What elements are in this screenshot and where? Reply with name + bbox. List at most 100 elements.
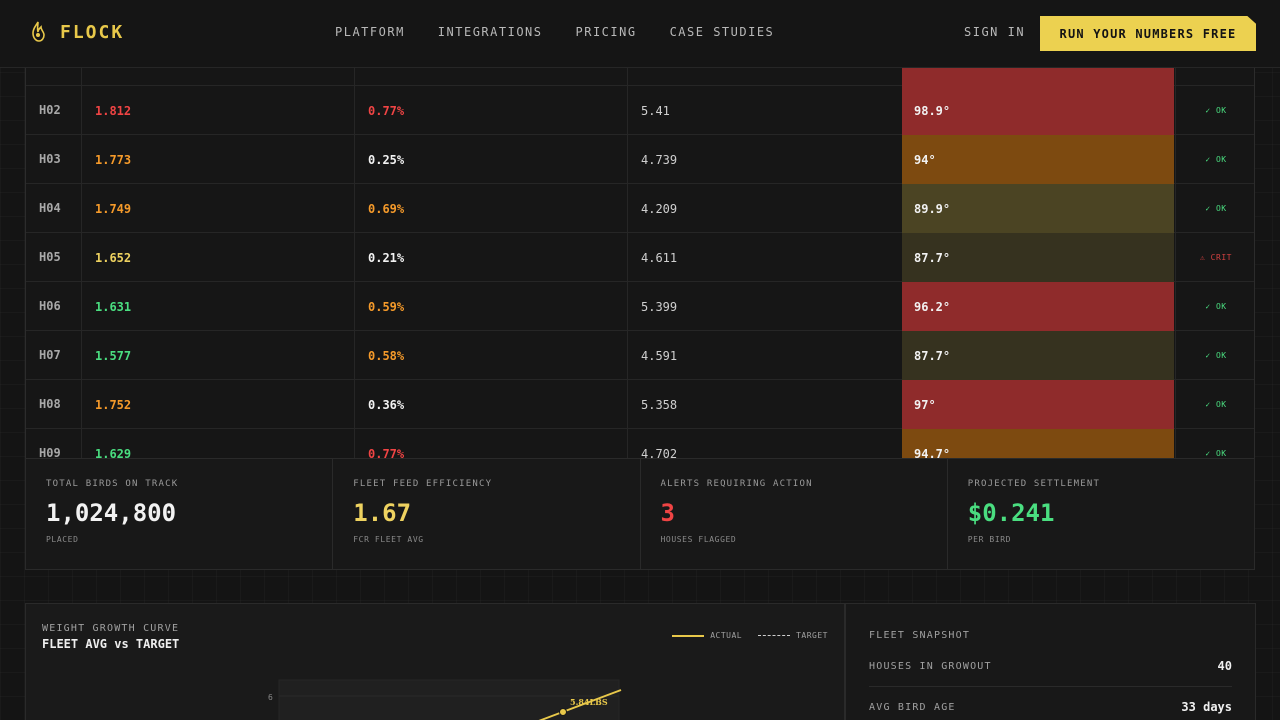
table-row[interactable]: H06 1.631 0.59% 5.399 96.2° ✓ OK <box>26 282 1254 331</box>
stat-value: $0.241 <box>967 499 1055 527</box>
legend-label-target: TARGET <box>796 631 828 640</box>
house-id: H09 <box>26 429 82 458</box>
stat-label: PROJECTED SETTLEMENT <box>967 479 1101 489</box>
weight-value: 4.591 <box>641 348 678 363</box>
status-badge: ✓ OK <box>1175 429 1254 458</box>
weight-value: 4.611 <box>641 250 678 265</box>
stat-sub: PLACED <box>46 535 79 544</box>
status-badge: ⚠ CRIT <box>1175 233 1254 282</box>
stat-sub: HOUSES FLAGGED <box>660 535 737 544</box>
stat-sub: FCR FLEET AVG <box>353 535 424 544</box>
stat-settlement: PROJECTED SETTLEMENT $0.241 PER BIRD <box>948 459 1254 569</box>
legend-target: TARGET <box>758 631 828 640</box>
snapshot-row-age: AVG BIRD AGE 33 days <box>869 687 1232 720</box>
legend-label-actual: ACTUAL <box>710 631 743 640</box>
chart-title: FLEET AVG vs TARGET <box>42 637 180 651</box>
table-row[interactable]: H04 1.749 0.69% 4.209 89.9° ✓ OK <box>26 184 1254 233</box>
fcr-value: 1.752 <box>82 380 355 429</box>
temp-cell: 94.7° <box>902 429 1174 458</box>
table-row[interactable]: H09 1.629 0.77% 4.702 94.7° ✓ OK <box>26 429 1254 459</box>
status-badge: ✓ OK <box>1175 331 1254 380</box>
legend-actual: ACTUAL <box>672 631 742 640</box>
mortality-value: 0.21% <box>355 233 628 282</box>
nav-link-pricing[interactable]: PRICING <box>575 25 637 39</box>
status-badge: ✓ OK <box>1175 380 1254 429</box>
status-badge: ✓ OK <box>1175 184 1254 233</box>
weight-value: 5.399 <box>641 299 678 314</box>
nav-link-case-studies[interactable]: CASE STUDIES <box>669 25 775 39</box>
fcr-value: 1.812 <box>82 86 355 135</box>
table-row[interactable]: H07 1.577 0.58% 4.591 87.7° ✓ OK <box>26 331 1254 380</box>
y-tick-label: 6 <box>268 693 273 702</box>
snapshot-label: AVG BIRD AGE <box>869 701 956 713</box>
kpi-strip: TOTAL BIRDS ON TRACK 1,024,800 PLACED FL… <box>25 458 1255 570</box>
mortality-value: 0.77% <box>355 429 628 458</box>
snapshot-value: 40 <box>1217 659 1232 673</box>
temp-cell: 87.7° <box>902 233 1174 282</box>
stat-label: ALERTS REQUIRING ACTION <box>660 479 813 489</box>
table-row-partial <box>26 68 1254 86</box>
stat-sub: PER BIRD <box>967 535 1012 544</box>
stat-label: TOTAL BIRDS ON TRACK <box>46 479 179 489</box>
stat-value: 1,024,800 <box>46 499 177 527</box>
legend-swatch-target <box>758 635 791 636</box>
table-row[interactable]: H03 1.773 0.25% 4.739 94° ✓ OK <box>26 135 1254 184</box>
table-row[interactable]: H08 1.752 0.36% 5.358 97° ✓ OK <box>26 380 1254 429</box>
flame-chick-icon <box>32 21 45 42</box>
fcr-value: 1.577 <box>82 331 355 380</box>
temp-cell: 94° <box>902 135 1174 184</box>
temp-cell: 97° <box>902 380 1174 429</box>
stat-alerts: ALERTS REQUIRING ACTION 3 HOUSES FLAGGED <box>641 459 948 569</box>
sign-in-link[interactable]: SIGN IN <box>964 25 1026 39</box>
table-row[interactable]: H05 1.652 0.21% 4.611 87.7° ⚠ CRIT <box>26 233 1254 282</box>
nav-links: PLATFORM INTEGRATIONS PRICING CASE STUDI… <box>335 25 774 39</box>
nav-link-platform[interactable]: PLATFORM <box>335 25 405 39</box>
top-nav: FLOCK PLATFORM INTEGRATIONS PRICING CASE… <box>0 0 1280 68</box>
temp-cell: 96.2° <box>902 282 1174 331</box>
status-badge: ✓ OK <box>1175 282 1254 331</box>
weight-value: 4.739 <box>641 152 678 167</box>
temp-cell <box>902 68 1174 86</box>
brand-logo[interactable]: FLOCK <box>28 20 124 44</box>
mortality-value: 0.77% <box>355 86 628 135</box>
house-id: H08 <box>26 380 82 429</box>
status-badge: ✓ OK <box>1175 135 1254 184</box>
stat-label: FLEET FEED EFFICIENCY <box>353 479 493 489</box>
legend-swatch-actual <box>672 634 705 637</box>
nav-link-integrations[interactable]: INTEGRATIONS <box>437 25 543 39</box>
status-badge: ✓ OK <box>1175 86 1254 135</box>
mortality-value: 0.58% <box>355 331 628 380</box>
weight-value: 4.702 <box>641 446 678 459</box>
temp-cell: 98.9° <box>902 86 1174 135</box>
house-id: H02 <box>26 86 82 135</box>
house-id: H07 <box>26 331 82 380</box>
house-table: H02 1.812 0.77% 5.41 98.9° ✓ OK H03 1.773 0.25% 4… <box>25 68 1255 458</box>
weight-chart-panel: 6 5.84LBS WEIGHT GROWTH CURVE FLEET AVG … <box>25 603 845 720</box>
brand-name: FLOCK <box>60 21 125 43</box>
weight-value: 5.41 <box>641 103 670 118</box>
snapshot-label: HOUSES IN GROWOUT <box>869 660 992 672</box>
table-row[interactable]: H02 1.812 0.77% 5.41 98.9° ✓ OK <box>26 86 1254 135</box>
mortality-value: 0.59% <box>355 282 628 331</box>
weight-value: 5.358 <box>641 397 678 412</box>
house-id: H03 <box>26 135 82 184</box>
stat-feed-efficiency: FLEET FEED EFFICIENCY 1.67 FCR FLEET AVG <box>333 459 641 569</box>
run-numbers-button[interactable]: RUN YOUR NUMBERS FREE <box>1040 16 1256 51</box>
temp-cell: 87.7° <box>902 331 1174 380</box>
mortality-value: 0.69% <box>355 184 628 233</box>
fleet-snapshot-panel: FLEET SNAPSHOT HOUSES IN GROWOUT 40 AVG … <box>845 603 1256 720</box>
house-id: H05 <box>26 233 82 282</box>
snapshot-value: 33 days <box>1181 700 1232 714</box>
house-id: H06 <box>26 282 82 331</box>
snapshot-row-houses: HOUSES IN GROWOUT 40 <box>869 646 1232 687</box>
fcr-value: 1.652 <box>82 233 355 282</box>
fcr-value: 1.631 <box>82 282 355 331</box>
point-label: 5.84LBS <box>570 697 608 707</box>
mortality-value: 0.36% <box>355 380 628 429</box>
stat-total-birds: TOTAL BIRDS ON TRACK 1,024,800 PLACED <box>26 459 334 569</box>
fcr-value: 1.773 <box>82 135 355 184</box>
actual-series-line <box>538 689 622 720</box>
stat-value: 1.67 <box>353 499 412 527</box>
chart-plot-area <box>278 679 620 720</box>
snapshot-title: FLEET SNAPSHOT <box>869 630 971 641</box>
